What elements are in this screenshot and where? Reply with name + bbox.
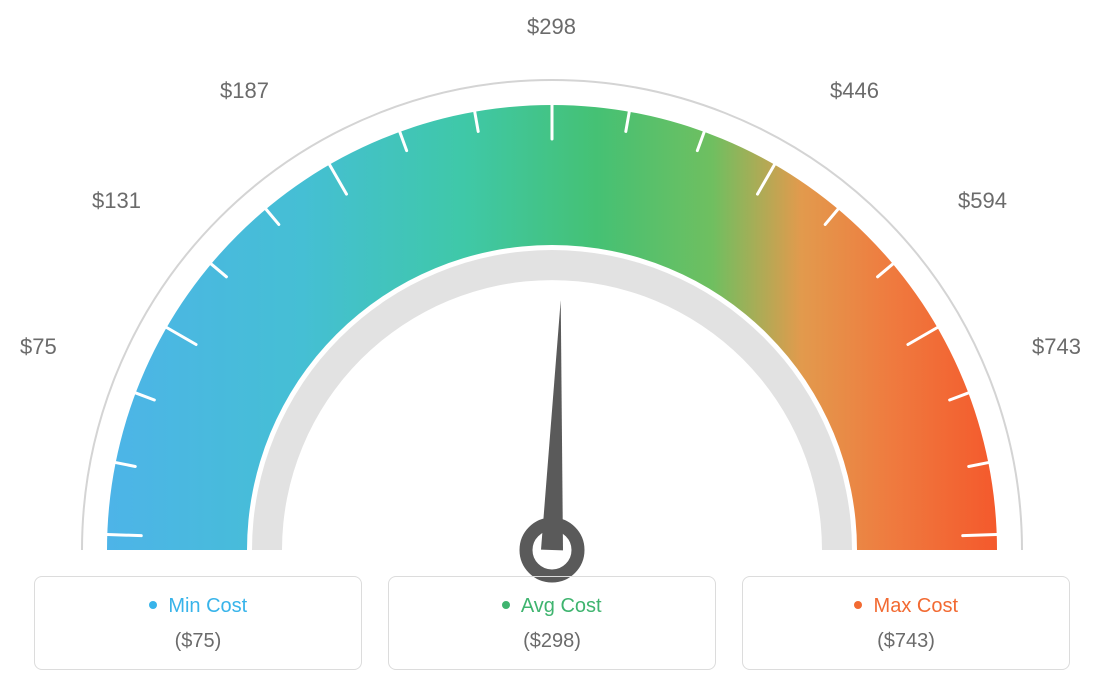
legend-label-avg: Avg Cost (521, 595, 602, 617)
gauge-svg (0, 20, 1104, 590)
gauge-tick-label: $187 (220, 78, 269, 104)
legend-title-avg: Avg Cost (399, 595, 705, 618)
dot-icon (149, 601, 157, 609)
legend-card-max: Max Cost ($743) (742, 576, 1070, 670)
legend-label-min: Min Cost (168, 595, 247, 617)
legend-title-min: Min Cost (45, 595, 351, 618)
dot-icon (502, 601, 510, 609)
gauge-chart: $75 $131 $187 $298 $446 $594 $743 (0, 0, 1104, 570)
gauge-tick-label: $131 (92, 188, 141, 214)
legend-row: Min Cost ($75) Avg Cost ($298) Max Cost … (0, 576, 1104, 670)
dot-icon (854, 601, 862, 609)
gauge-tick-label: $75 (20, 334, 57, 360)
legend-title-max: Max Cost (753, 595, 1059, 618)
gauge-tick-label: $743 (1032, 334, 1081, 360)
legend-card-avg: Avg Cost ($298) (388, 576, 716, 670)
legend-card-min: Min Cost ($75) (34, 576, 362, 670)
legend-value-max: ($743) (753, 630, 1059, 653)
legend-label-max: Max Cost (874, 595, 958, 617)
gauge-tick-label: $298 (527, 14, 576, 40)
cost-gauge-container: $75 $131 $187 $298 $446 $594 $743 Min Cost ($7… (0, 0, 1104, 690)
gauge-tick-label: $594 (958, 188, 1007, 214)
gauge-tick-label: $446 (830, 78, 879, 104)
legend-value-avg: ($298) (399, 630, 705, 653)
legend-value-min: ($75) (45, 630, 351, 653)
